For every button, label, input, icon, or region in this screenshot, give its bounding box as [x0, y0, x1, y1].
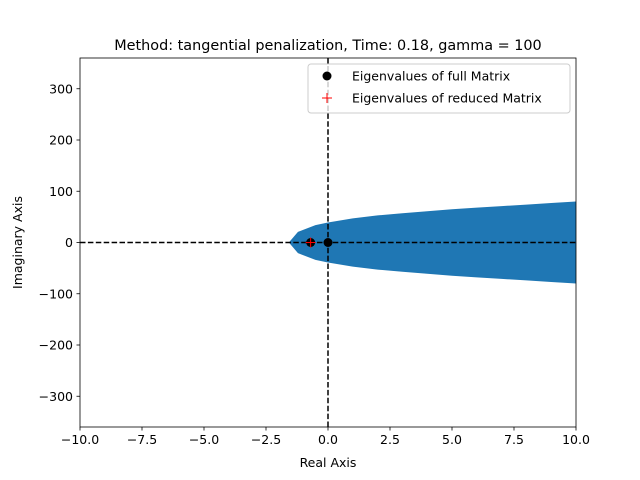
chart-title: Method: tangential penalization, Time: 0…: [114, 38, 541, 54]
y-axis-ticks: −300 −200 −100 0 100 200 300: [39, 81, 80, 404]
x-tick-label: −10.0: [61, 432, 99, 447]
y-tick-label: 200: [49, 133, 73, 148]
x-tick-label: −7.5: [127, 432, 157, 447]
y-tick-label: −100: [39, 286, 73, 301]
full-eigenvalue-point-0: [323, 238, 333, 247]
y-tick-label: 300: [49, 81, 73, 96]
x-tick-label: 7.5: [504, 432, 524, 447]
y-tick-label: −200: [39, 338, 73, 353]
x-tick-label: 10.0: [562, 432, 590, 447]
plot-area: [80, 58, 576, 427]
legend-label-full: Eigenvalues of full Matrix: [352, 69, 510, 84]
reduced-eigenvalue-point-0: [305, 237, 316, 248]
legend-label-reduced: Eigenvalues of reduced Matrix: [352, 91, 542, 106]
y-tick-label: −300: [39, 389, 73, 404]
x-tick-label: 0.0: [318, 432, 338, 447]
legend: Eigenvalues of full Matrix Eigenvalues o…: [307, 63, 571, 114]
x-tick-label: −5.0: [189, 432, 219, 447]
y-tick-label: 0: [65, 235, 73, 250]
x-axis-label: Real Axis: [300, 455, 357, 470]
legend-box: [307, 63, 571, 114]
y-axis-label: Imaginary Axis: [10, 196, 25, 289]
y-tick-label: 100: [49, 184, 73, 199]
legend-marker-reduced: [322, 93, 332, 103]
x-tick-label: −2.5: [251, 432, 281, 447]
x-axis-ticks: −10.0 −7.5 −5.0 −2.5 0.0 2.5 5.0 7.5 10.0: [61, 427, 590, 447]
x-tick-label: 2.5: [380, 432, 400, 447]
legend-marker-full: [322, 71, 332, 81]
x-tick-label: 5.0: [442, 432, 462, 447]
